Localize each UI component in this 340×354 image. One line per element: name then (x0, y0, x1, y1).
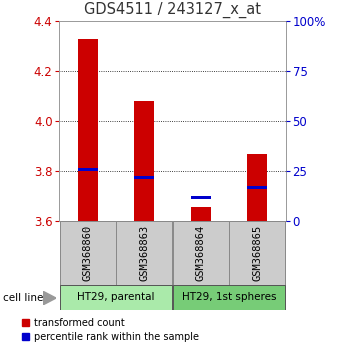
FancyBboxPatch shape (173, 221, 229, 285)
Text: GSM368864: GSM368864 (196, 225, 206, 281)
FancyBboxPatch shape (173, 285, 286, 310)
Bar (78, 39, 98, 221)
FancyBboxPatch shape (229, 221, 286, 285)
Text: GSM368865: GSM368865 (252, 225, 262, 281)
Bar (78, 169, 98, 171)
Text: GSM368863: GSM368863 (139, 225, 149, 281)
Text: HT29, parental: HT29, parental (77, 292, 155, 302)
Bar (248, 186, 267, 189)
Text: cell line: cell line (3, 293, 44, 303)
Bar (191, 207, 211, 221)
Bar (134, 176, 154, 179)
Text: GSM368860: GSM368860 (83, 225, 93, 281)
FancyBboxPatch shape (59, 221, 116, 285)
Polygon shape (42, 291, 56, 305)
Legend: transformed count, percentile rank within the sample: transformed count, percentile rank withi… (22, 318, 199, 342)
FancyBboxPatch shape (116, 221, 172, 285)
Title: GDS4511 / 243127_x_at: GDS4511 / 243127_x_at (84, 2, 261, 18)
Bar (248, 154, 267, 221)
Text: HT29, 1st spheres: HT29, 1st spheres (182, 292, 276, 302)
Bar (134, 101, 154, 221)
FancyBboxPatch shape (59, 285, 172, 310)
Bar (191, 196, 211, 199)
